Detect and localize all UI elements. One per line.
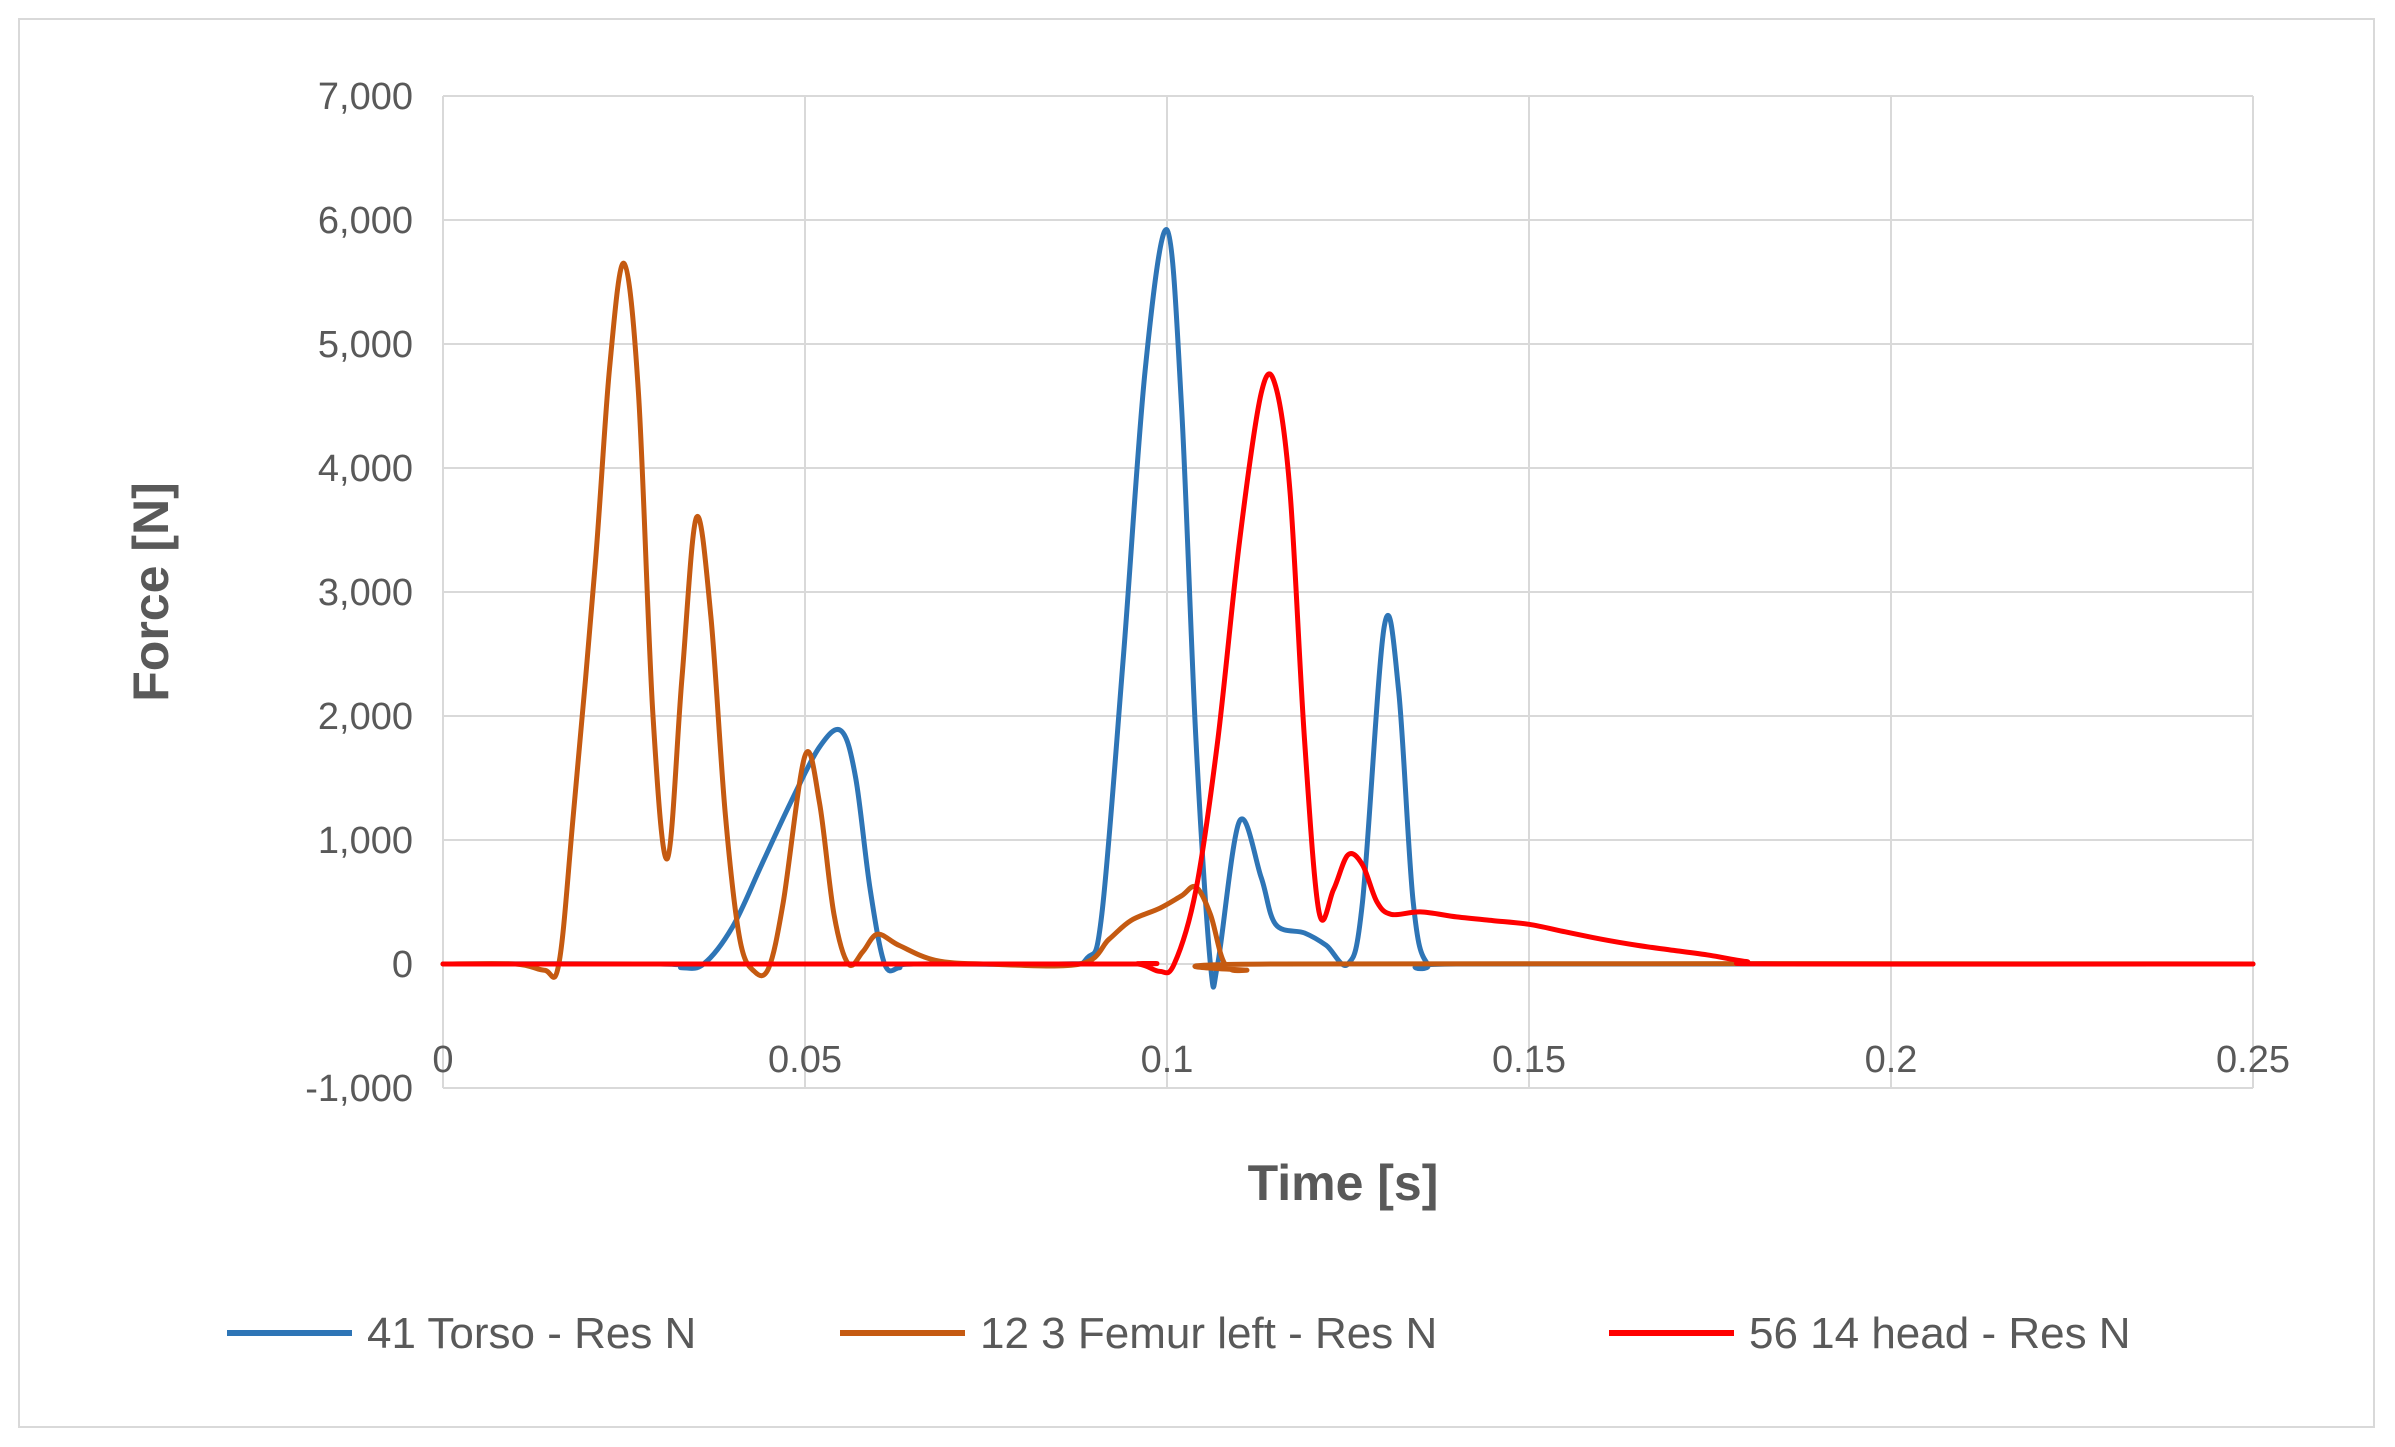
x-tick-label: 0.25 xyxy=(2216,1039,2290,1081)
y-tick-label: 1,000 xyxy=(318,820,413,862)
y-tick-label: 2,000 xyxy=(318,696,413,738)
y-axis-title: Force [N] xyxy=(123,482,179,701)
legend-label-3: 56 14 head - Res N xyxy=(1749,1309,2131,1358)
y-tick-label: 3,000 xyxy=(318,572,413,614)
series-line-3 xyxy=(440,371,2256,976)
series-line-1 xyxy=(440,227,2256,990)
line-chart: -1,000 0 1,000 2,000 3,000 4,000 5,000 6,000 7,0… xyxy=(123,76,2290,1358)
y-tick-label: 7,000 xyxy=(318,76,413,118)
y-tick-label: 6,000 xyxy=(318,200,413,242)
x-tick-label: 0.2 xyxy=(1865,1039,1918,1081)
x-tick-label: 0 xyxy=(432,1039,453,1081)
series-lines xyxy=(440,227,2256,990)
x-axis-title: Time [s] xyxy=(1248,1155,1439,1211)
x-tick-label: 0.1 xyxy=(1141,1039,1194,1081)
legend-label-2: 12 3 Femur left - Res N xyxy=(980,1309,1437,1358)
y-tick-label: 4,000 xyxy=(318,448,413,490)
x-tick-label: 0.05 xyxy=(768,1039,842,1081)
chart-frame: -1,000 0 1,000 2,000 3,000 4,000 5,000 6,000 7,0… xyxy=(18,18,2375,1428)
legend: 41 Torso - Res N 12 3 Femur left - Res N 5… xyxy=(227,1309,2131,1358)
y-tick-label: 0 xyxy=(392,944,413,986)
y-axis-ticks: -1,000 0 1,000 2,000 3,000 4,000 5,000 6,000 7,0… xyxy=(305,76,413,1110)
x-tick-label: 0.15 xyxy=(1492,1039,1566,1081)
series-line-2 xyxy=(440,260,2256,980)
legend-label-1: 41 Torso - Res N xyxy=(367,1309,696,1358)
gridlines xyxy=(442,95,2254,1089)
y-tick-label: 5,000 xyxy=(318,324,413,366)
y-tick-label: -1,000 xyxy=(305,1068,413,1110)
x-axis-ticks: 0 0.05 0.1 0.15 0.2 0.25 xyxy=(432,1039,2290,1081)
